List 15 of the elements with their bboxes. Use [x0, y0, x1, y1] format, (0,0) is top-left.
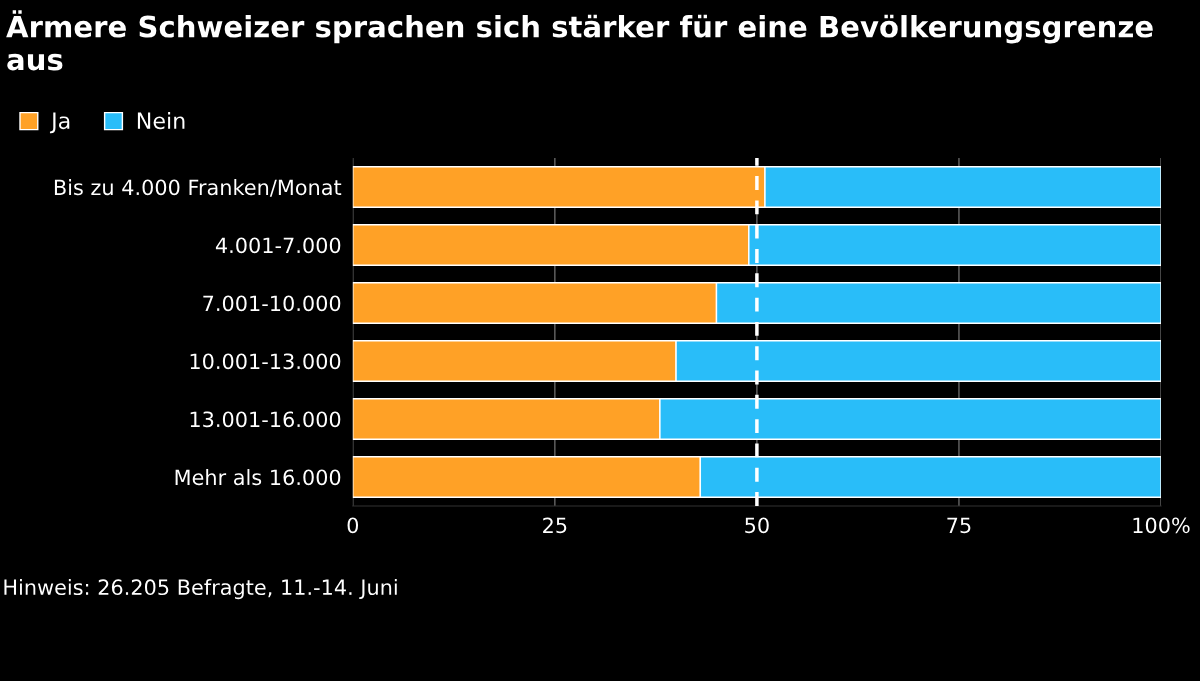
y-tick-label: Bis zu 4.000 Franken/Monat	[54, 179, 342, 197]
y-tick-label: 10.001-13.000	[190, 353, 341, 370]
text: Hinweis: 26.205 Befragte, 11.-14. Juni	[4, 578, 397, 600]
y-tick-label: Mehr als 16.000	[175, 469, 341, 486]
x-tick-label: 100%	[1133, 517, 1190, 534]
y-tick-label: 4.001-7.000	[215, 237, 341, 254]
legend-label: Ja	[49, 112, 70, 134]
x-tick-label: 50	[745, 517, 769, 534]
chart-title: Ärmere Schweizer sprachen sich stärker für eine Bevölkerungsgrenze aus	[6, 10, 1153, 71]
y-tick-label: 13.001-16.000	[190, 411, 341, 428]
legend-label: Nein	[137, 111, 185, 130]
y-tick-label: 7.001-10.000	[203, 295, 341, 312]
x-tick-label: 75	[947, 517, 971, 534]
x-tick-label: 25	[543, 517, 567, 534]
x-tick-label: 0	[347, 517, 359, 534]
